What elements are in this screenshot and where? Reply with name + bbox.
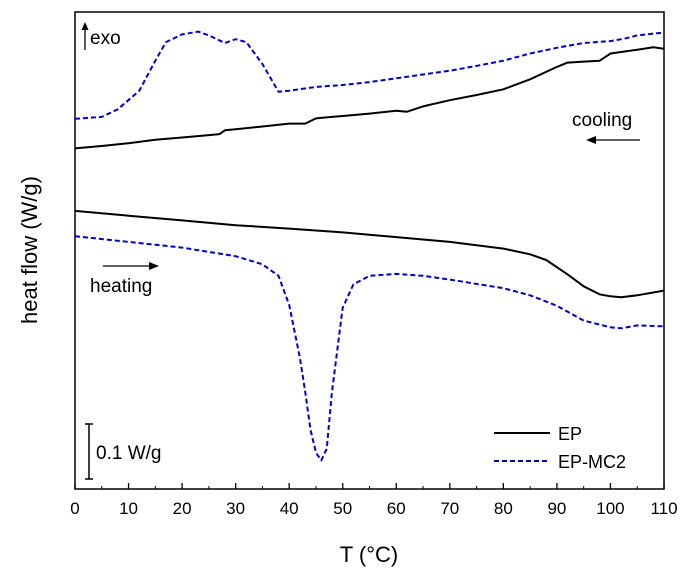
heating-annotation: heating — [90, 262, 159, 297]
x-tick-label: 60 — [387, 499, 406, 518]
legend-label-ep-mc2: EP-MC2 — [558, 452, 626, 472]
x-tick-label: 20 — [173, 499, 192, 518]
exo-label: exo — [90, 28, 121, 49]
x-tick-label: 40 — [280, 499, 299, 518]
series-line-ep-mc2-heating — [74, 235, 665, 462]
x-ticks: 0 10 20 30 40 50 60 70 80 90 100 110 — [70, 483, 678, 518]
cooling-arrow-head-icon — [586, 136, 596, 144]
cooling-label: cooling — [572, 110, 632, 131]
y-axis-title: heat flow (W/g) — [17, 176, 42, 324]
scale-bar-label: 0.1 W/g — [96, 443, 161, 464]
x-tick-label: 90 — [547, 499, 566, 518]
plot-area: 0 10 20 30 40 50 60 70 80 90 100 110 — [70, 11, 678, 518]
heating-arrow-head-icon — [149, 262, 159, 270]
x-tick-label: 100 — [596, 499, 624, 518]
series-line-ep-mc2-cooling — [74, 30, 665, 120]
cooling-annotation: cooling — [572, 110, 640, 144]
x-axis-title: T (°C) — [340, 542, 399, 567]
plot-frame — [74, 11, 665, 490]
x-tick-label: 0 — [70, 499, 79, 518]
legend: EP EP-MC2 — [494, 424, 626, 472]
series-line-ep-cooling — [74, 46, 665, 150]
x-tick-label: 50 — [333, 499, 352, 518]
legend-label-ep: EP — [558, 424, 582, 444]
exo-annotation: exo — [81, 22, 121, 50]
x-tick-label: 110 — [650, 499, 677, 518]
heating-label: heating — [90, 276, 152, 297]
exo-arrow-head-icon — [81, 22, 89, 30]
x-tick-label: 30 — [226, 499, 245, 518]
series-layer — [74, 30, 665, 462]
scale-bar: 0.1 W/g — [85, 423, 161, 480]
x-tick-label: 70 — [440, 499, 459, 518]
series-line-ep-heating — [74, 209, 665, 299]
x-tick-label: 80 — [494, 499, 513, 518]
x-tick-label: 10 — [119, 499, 138, 518]
